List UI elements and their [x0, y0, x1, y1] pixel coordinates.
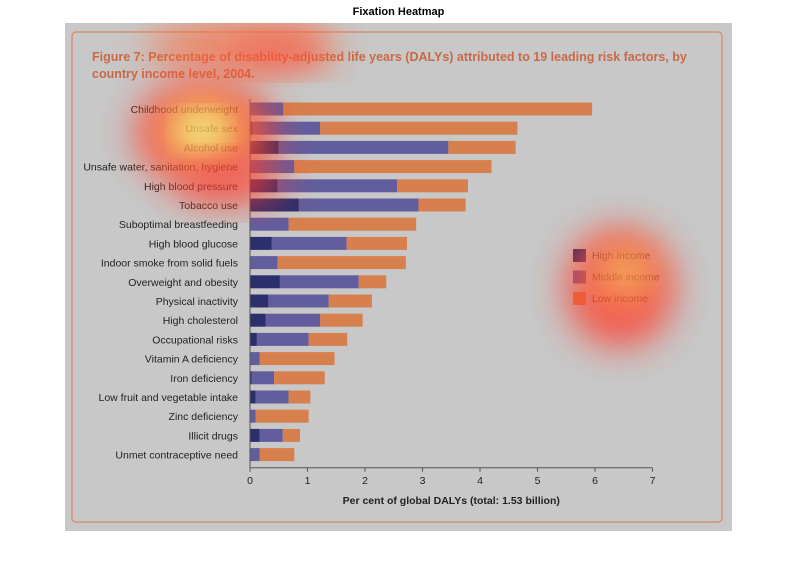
- bar-segment-middle-income: [250, 409, 256, 423]
- bar-segment-low-income: [418, 198, 466, 212]
- bar-segment-low-income: [397, 179, 468, 193]
- fixation-spot-title-core: [230, 38, 330, 68]
- category-label: Vitamin A deficiency: [145, 354, 239, 366]
- x-tick-label: 0: [247, 475, 253, 487]
- bar-segment-high-income: [250, 198, 299, 212]
- x-tick-label: 7: [650, 475, 656, 487]
- category-label: Overweight and obesity: [128, 277, 238, 289]
- bar-segment-low-income: [448, 140, 516, 154]
- x-tick-label: 2: [362, 475, 368, 487]
- bar-segment-low-income: [320, 313, 363, 327]
- bar-segment-low-income: [255, 409, 309, 423]
- category-label: Unmet contraceptive need: [115, 450, 238, 462]
- bar-segment-middle-income: [250, 448, 260, 462]
- x-tick-label: 3: [420, 475, 426, 487]
- chart-svg: Figure 7: Percentage of disability-adjus…: [65, 23, 732, 531]
- bar-segment-low-income: [328, 294, 372, 308]
- category-label: Physical inactivity: [156, 296, 239, 308]
- bar-segment-high-income: [250, 428, 260, 442]
- bar-segment-middle-income: [251, 371, 275, 385]
- bar-segment-middle-income: [277, 179, 398, 193]
- bar-segment-low-income: [320, 121, 518, 135]
- x-axis-label: Per cent of global DALYs (total: 1.53 bi…: [343, 495, 560, 507]
- category-label: Tobacco use: [179, 200, 238, 212]
- bar-segment-middle-income: [271, 236, 347, 250]
- bar-segment-low-income: [294, 160, 492, 174]
- bar-segment-middle-income: [279, 275, 359, 289]
- bar-segment-low-income: [288, 217, 417, 231]
- bar-segment-middle-income: [250, 217, 289, 231]
- bar-segment-low-income: [358, 275, 387, 289]
- bar-segment-middle-income: [250, 256, 278, 270]
- x-tick-label: 1: [305, 475, 311, 487]
- x-axis: 0 1 2 3 4 5 6 7: [247, 99, 656, 487]
- figure-border: [71, 31, 723, 523]
- category-label: Illicit drugs: [188, 430, 238, 442]
- bar-segment-high-income: [250, 390, 256, 404]
- category-label: High blood glucose: [149, 238, 238, 250]
- bar-segment-low-income: [283, 102, 593, 116]
- bar-segment-middle-income: [278, 140, 449, 154]
- bar-segment-middle-income: [268, 294, 329, 308]
- bar-segment-high-income: [250, 313, 266, 327]
- category-label: Occupational risks: [152, 334, 238, 346]
- x-tick-label: 4: [477, 475, 483, 487]
- bar-segment-middle-income: [298, 198, 419, 212]
- fixation-spot-legend-core: [597, 247, 653, 299]
- category-label: High cholesterol: [163, 315, 238, 327]
- bar-segment-high-income: [250, 275, 280, 289]
- bar-segment-low-income: [259, 352, 335, 366]
- category-label: Suboptimal breastfeeding: [119, 219, 238, 231]
- bar-segment-low-income: [274, 371, 325, 385]
- plot-title: Fixation Heatmap: [352, 6, 445, 18]
- bar-segment-low-income: [259, 448, 295, 462]
- x-tick-label: 5: [535, 475, 541, 487]
- fixation-heat-overlay: [135, 23, 675, 348]
- bar-segment-high-income: [250, 371, 252, 385]
- bar-segment-middle-income: [255, 390, 289, 404]
- bar-segment-middle-income: [259, 428, 283, 442]
- bar-segment-low-income: [277, 256, 406, 270]
- category-label: Indoor smoke from solid fuels: [101, 258, 238, 270]
- chart-title-line-2: country income level, 2004.: [92, 67, 255, 81]
- category-label: Iron deficiency: [170, 373, 238, 385]
- bar-segment-middle-income: [265, 313, 321, 327]
- category-label: Zinc deficiency: [169, 411, 239, 423]
- bar-segment-middle-income: [256, 332, 309, 346]
- bar-segment-middle-income: [250, 352, 260, 366]
- bar-segment-low-income: [308, 332, 348, 346]
- bar-segment-low-income: [346, 236, 407, 250]
- category-label: Low fruit and vegetable intake: [98, 392, 238, 404]
- bar-segment-high-income: [250, 294, 269, 308]
- bar-segment-low-income: [288, 390, 311, 404]
- fixation-spot-blood-pressure: [175, 163, 285, 203]
- fixation-spot-risk-labels-peak: [183, 117, 219, 145]
- bar-segment-high-income: [250, 332, 257, 346]
- bar-segment-low-income: [282, 428, 301, 442]
- bar-segment-high-income: [250, 236, 272, 250]
- x-tick-label: 6: [592, 475, 598, 487]
- heatmap-figure: Figure 7: Percentage of disability-adjus…: [65, 23, 732, 531]
